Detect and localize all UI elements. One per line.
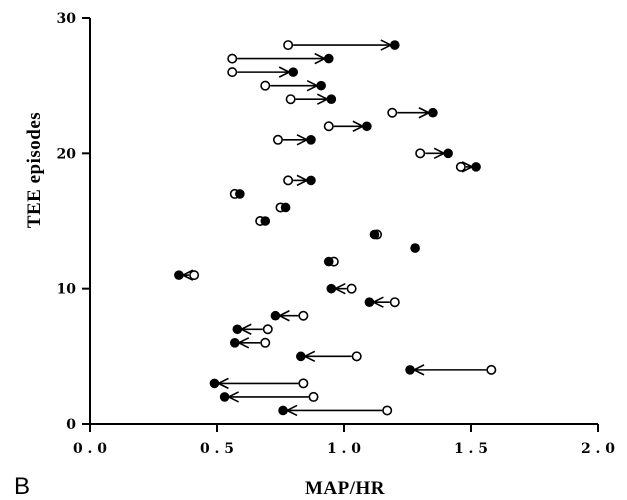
episode-1: [278, 405, 393, 416]
x-tick-label-3: 1 . 5: [454, 441, 488, 457]
episode-13-filled-point: [410, 243, 420, 253]
episode-17: [229, 188, 245, 199]
episode-19-filled-point: [471, 162, 481, 172]
episode-3: [209, 378, 309, 389]
x-tick-label-4: 2 . 0: [581, 441, 615, 457]
episode-2-open-point: [308, 391, 319, 402]
episode-12-filled-point: [323, 256, 334, 267]
episode-18: [283, 175, 316, 186]
episode-9: [364, 297, 400, 308]
y-tick-label-0: 0: [66, 417, 76, 433]
episode-28-filled-point: [390, 40, 400, 50]
episode-22-open-point: [323, 121, 334, 132]
episode-24-open-point: [285, 94, 296, 105]
episode-18-open-point: [283, 175, 294, 186]
axis-ticks: [82, 17, 599, 432]
episode-11-open-point: [189, 270, 200, 281]
episode-9-open-point: [389, 297, 400, 308]
episode-1-open-point: [382, 405, 393, 416]
episode-17-filled-point: [235, 189, 245, 199]
episode-20-filled-point: [443, 148, 453, 159]
episode-22-filled-point: [362, 121, 372, 132]
episode-7: [232, 324, 273, 335]
episode-14: [369, 229, 383, 240]
x-tick-label-0: 0 . 0: [73, 441, 107, 457]
episode-5-open-point: [351, 351, 362, 362]
panel-label: B: [14, 473, 30, 500]
episode-28: [283, 40, 400, 51]
episode-24-filled-point: [326, 94, 337, 104]
episode-14-filled-point: [369, 229, 380, 240]
episode-4-open-point: [486, 364, 497, 375]
episode-3-filled-point: [209, 378, 220, 389]
episode-19-open-point: [455, 161, 466, 172]
episode-5: [296, 351, 362, 362]
episode-20: [415, 148, 453, 159]
episode-15-filled-point: [260, 216, 271, 226]
episode-4-filled-point: [405, 365, 415, 375]
episode-23: [387, 107, 438, 118]
episode-1-filled-point: [278, 405, 288, 416]
y-tick-label-2: 20: [57, 146, 77, 162]
episode-21: [272, 134, 316, 145]
episode-10: [326, 283, 357, 294]
episode-26-filled-point: [288, 67, 299, 77]
episode-9-filled-point: [364, 297, 375, 308]
episode-16-filled-point: [280, 202, 291, 213]
episode-3-open-point: [298, 378, 309, 389]
episode-21-open-point: [272, 134, 283, 145]
y-tick-labels: 0 10 20 30: [57, 11, 77, 433]
episode-8-filled-point: [270, 310, 281, 321]
episode-24: [285, 94, 337, 105]
episode-8-open-point: [298, 310, 309, 321]
episode-27: [227, 53, 334, 64]
episode-27-open-point: [227, 53, 238, 64]
episode-19: [455, 161, 481, 172]
episode-2-filled-point: [219, 392, 230, 402]
episode-25-filled-point: [316, 80, 326, 91]
plot-marks: [174, 40, 497, 416]
episode-13: [410, 243, 420, 253]
episode-2: [219, 391, 319, 402]
episode-22: [323, 121, 372, 132]
episode-10-open-point: [346, 283, 357, 294]
episode-26: [227, 67, 299, 78]
x-axis-title: MAP/HR: [305, 478, 385, 499]
episode-25: [260, 80, 326, 91]
episode-10-filled-point: [326, 283, 337, 294]
episode-18-filled-point: [306, 175, 316, 186]
episode-11-filled-point: [174, 270, 184, 280]
episode-23-open-point: [387, 107, 398, 118]
episode-4: [405, 364, 497, 375]
episode-20-open-point: [415, 148, 426, 159]
x-tick-label-2: 1 . 0: [327, 441, 361, 457]
episode-16: [275, 202, 291, 213]
episode-12: [323, 256, 339, 267]
episode-26-open-point: [227, 67, 238, 78]
episode-21-filled-point: [306, 135, 316, 145]
x-tick-label-1: 0 . 5: [200, 441, 234, 457]
episode-27-filled-point: [323, 53, 334, 64]
episode-6-open-point: [260, 337, 271, 348]
episode-25-open-point: [260, 80, 271, 91]
y-axis-title: TEE episodes: [24, 112, 45, 228]
episode-7-open-point: [262, 324, 273, 335]
episode-15: [255, 216, 271, 227]
episode-11: [174, 270, 200, 281]
episode-7-filled-point: [232, 324, 243, 335]
episode-23-filled-point: [428, 107, 438, 118]
episode-28-open-point: [283, 40, 294, 51]
y-tick-label-1: 10: [57, 282, 77, 298]
episode-8: [270, 310, 309, 321]
episode-6: [229, 337, 271, 348]
episode-5-filled-point: [296, 351, 306, 362]
x-tick-labels: 0 . 0 0 . 5 1 . 0 1 . 5 2 . 0: [73, 441, 615, 457]
episode-6-filled-point: [229, 338, 240, 348]
y-tick-label-3: 30: [57, 11, 77, 27]
